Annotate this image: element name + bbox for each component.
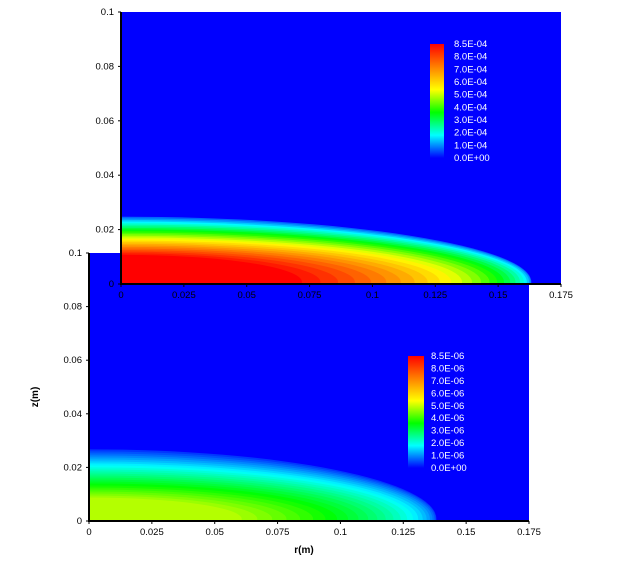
legend: 8.5E-068.0E-06 7.0E-066.0E-06 5.0E-064.0E-… [408, 351, 467, 474]
y-tick-label: 0.1 [69, 248, 82, 259]
top-contour-panel: 0 0.025 0.05 0.075 0.1 0.125 0.15 0.175 0 0.02 0.0… [96, 7, 573, 301]
x-tick-label: 0.05 [205, 527, 224, 538]
legend-label: 8.0E-04 [454, 52, 487, 63]
y-tick-label: 0.06 [64, 355, 83, 366]
legend-label: 1.0E-04 [454, 140, 487, 151]
x-axis-label: r(m) [294, 545, 313, 556]
contour-field [121, 216, 532, 284]
y-tick-label: 0 [109, 279, 114, 290]
y-tick-label: 0.1 [101, 7, 114, 18]
x-tick-label: 0.075 [298, 290, 322, 301]
x-tick-label: 0.125 [391, 527, 415, 538]
legend-label: 0.0E+00 [431, 463, 467, 474]
legend-label: 2.0E-04 [454, 128, 487, 139]
y-axis-label: z(m) [30, 387, 41, 408]
contour-field [89, 449, 437, 521]
x-tick-label: 0.125 [423, 290, 447, 301]
x-tick-label: 0.025 [140, 527, 164, 538]
y-tick-label: 0.04 [96, 170, 115, 181]
legend-label: 4.0E-04 [454, 102, 487, 113]
y-tick-label: 0.08 [96, 61, 115, 72]
x-tick-label: 0.1 [334, 527, 347, 538]
y-tick-label: 0.08 [64, 302, 83, 313]
x-tick-label: 0.15 [457, 527, 476, 538]
legend-label: 3.0E-04 [454, 115, 487, 126]
legend-colorbar [408, 356, 424, 468]
legend-label: 5.0E-04 [454, 90, 487, 101]
x-tick-label: 0.15 [489, 290, 508, 301]
y-tick-label: 0 [77, 516, 82, 527]
legend-label: 6.0E-04 [454, 77, 487, 88]
legend-label: 4.0E-06 [431, 413, 464, 424]
legend-label: 6.0E-06 [431, 388, 464, 399]
contour-band [89, 497, 242, 521]
legend-label: 8.5E-04 [454, 39, 487, 50]
contour-band [121, 254, 302, 284]
legend-label: 2.0E-06 [431, 438, 464, 449]
bottom-contour-panel: 0 0.025 0.05 0.075 0.1 0.125 0.15 0.175 0 0.02 0.0… [30, 248, 541, 556]
legend-label: 1.0E-06 [431, 451, 464, 462]
legend-label: 7.0E-06 [431, 376, 464, 387]
x-tick-label: 0.025 [172, 290, 196, 301]
legend-label: 0.0E+00 [454, 153, 490, 164]
x-tick-label: 0.05 [237, 290, 256, 301]
y-tick-label: 0.02 [64, 462, 83, 473]
x-tick-label: 0.175 [549, 290, 573, 301]
legend-label: 7.0E-04 [454, 64, 487, 75]
legend-label: 5.0E-06 [431, 401, 464, 412]
legend: 8.5E-04 8.0E-047.0E-04 6.0E-04 5.0E-044.0E-… [430, 39, 490, 164]
x-tick-label: 0.1 [366, 290, 379, 301]
legend-label: 8.0E-06 [431, 363, 464, 374]
x-tick-label: 0 [86, 527, 91, 538]
y-tick-label: 0.02 [96, 225, 115, 236]
legend-label: 3.0E-06 [431, 426, 464, 437]
legend-colorbar [430, 44, 444, 158]
legend-label: 8.5E-06 [431, 351, 464, 362]
y-tick-label: 0.04 [64, 409, 83, 420]
x-tick-label: 0 [118, 290, 123, 301]
y-tick-label: 0.06 [96, 116, 115, 127]
x-tick-label: 0.175 [517, 527, 541, 538]
x-tick-label: 0.075 [266, 527, 290, 538]
